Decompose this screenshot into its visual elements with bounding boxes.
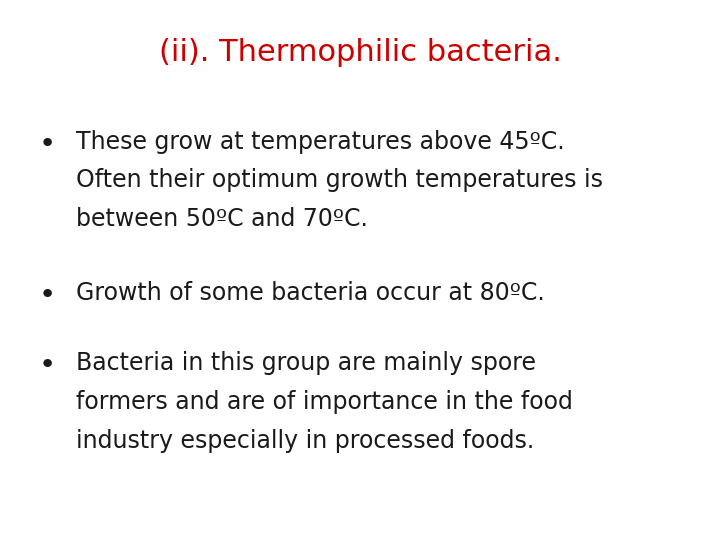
Text: •: • — [38, 281, 55, 309]
Text: These grow at temperatures above 45ºC.: These grow at temperatures above 45ºC. — [76, 130, 564, 153]
Text: (ii). Thermophilic bacteria.: (ii). Thermophilic bacteria. — [158, 38, 562, 67]
Text: between 50ºC and 70ºC.: between 50ºC and 70ºC. — [76, 207, 367, 231]
Text: •: • — [38, 351, 55, 379]
Text: Growth of some bacteria occur at 80ºC.: Growth of some bacteria occur at 80ºC. — [76, 281, 544, 305]
Text: industry especially in processed foods.: industry especially in processed foods. — [76, 429, 534, 453]
Text: Often their optimum growth temperatures is: Often their optimum growth temperatures … — [76, 168, 603, 192]
Text: •: • — [38, 130, 55, 158]
Text: formers and are of importance in the food: formers and are of importance in the foo… — [76, 390, 572, 414]
Text: Bacteria in this group are mainly spore: Bacteria in this group are mainly spore — [76, 351, 536, 375]
